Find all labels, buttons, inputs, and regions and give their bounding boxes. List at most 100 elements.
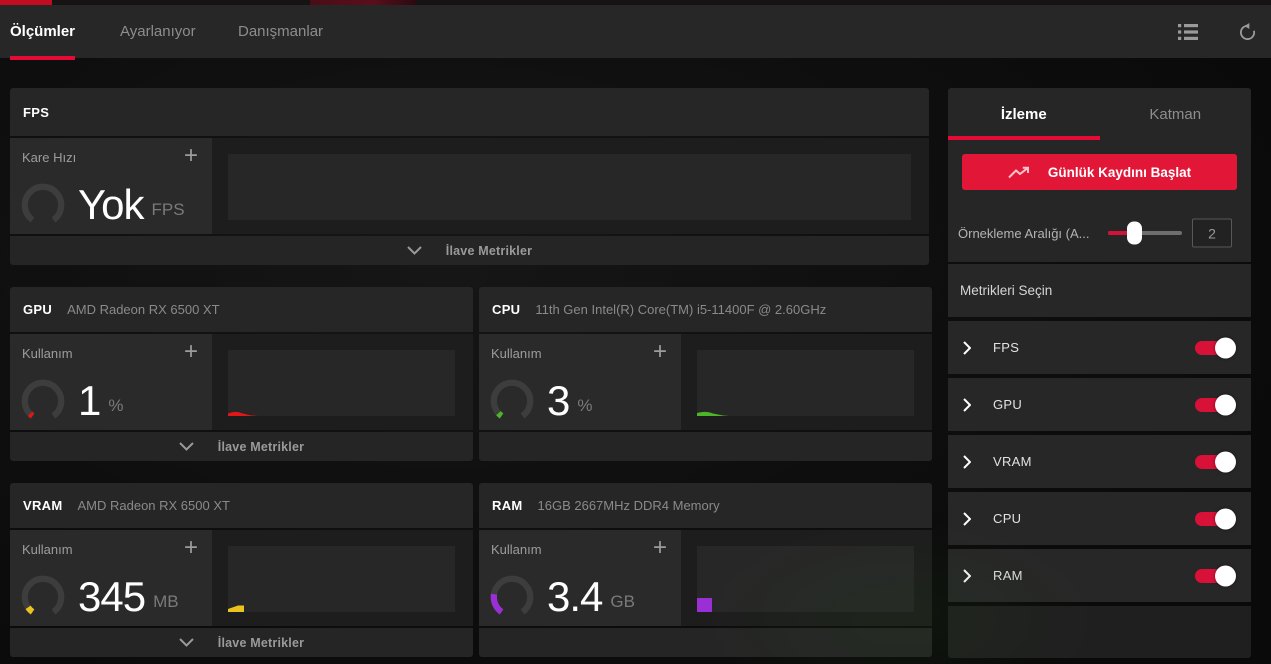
- metric-row-ram[interactable]: RAM: [948, 549, 1251, 602]
- vram-additional-metrics-expander[interactable]: İlave Metrikler: [10, 628, 473, 657]
- fps-section-header: FPS: [10, 88, 929, 136]
- gauge-icon: [490, 379, 534, 419]
- tab-katman[interactable]: Katman: [1149, 105, 1202, 123]
- metric-value: 3: [547, 377, 570, 424]
- metric-row-fps[interactable]: FPS: [948, 321, 1251, 374]
- active-tab-underline: [948, 136, 1100, 140]
- cpu-section-header: CPU 11th Gen Intel(R) Core(TM) i5-11400F…: [479, 287, 932, 332]
- slider-fill: [1108, 231, 1134, 235]
- add-metric-button[interactable]: +: [178, 532, 204, 564]
- fps-additional-metrics-expander[interactable]: İlave Metrikler: [10, 236, 929, 265]
- gauge-icon: [490, 575, 534, 615]
- tab-izleme[interactable]: İzleme: [1000, 105, 1047, 123]
- gpu-usage-tile: Kullanım + 1 %: [10, 334, 212, 430]
- window-top-strip: [0, 0, 1271, 5]
- top-strip-red-segment: [0, 0, 52, 5]
- add-metric-button[interactable]: +: [178, 336, 204, 368]
- gauge-icon: [21, 575, 65, 615]
- gpu-toggle[interactable]: [1195, 394, 1236, 415]
- vram-toggle[interactable]: [1195, 451, 1236, 472]
- frame-rate-tile: Kare Hızı + Yok FPS: [10, 138, 212, 234]
- chevron-right-icon[interactable]: [963, 568, 972, 583]
- metric-row-vram[interactable]: VRAM: [948, 435, 1251, 488]
- metric-row-gpu[interactable]: GPU: [948, 378, 1251, 431]
- add-metric-button[interactable]: +: [647, 532, 673, 564]
- vram-section-header: VRAM AMD Radeon RX 6500 XT: [10, 483, 473, 528]
- metric-label: Kullanım: [491, 542, 542, 557]
- gpu-chart: [228, 350, 455, 416]
- main-navigation-bar: Ölçümler Ayarlanıyor Danışmanlar: [0, 5, 1271, 60]
- chevron-right-icon[interactable]: [963, 397, 972, 412]
- gpu-section-header: GPU AMD Radeon RX 6500 XT: [10, 287, 473, 332]
- start-logging-button[interactable]: Günlük Kaydını Başlat: [962, 154, 1237, 190]
- gauge-icon: [21, 379, 65, 419]
- metric-label: Kare Hızı: [22, 150, 77, 165]
- sampling-interval-row: Örnekleme Aralığı (A... 2: [948, 204, 1251, 262]
- section-description: AMD Radeon RX 6500 XT: [67, 302, 220, 317]
- cpu-chart-region: [681, 334, 932, 430]
- chevron-down-icon: [179, 638, 194, 647]
- section-title: RAM: [492, 498, 523, 513]
- tab-ayarlaniyor[interactable]: Ayarlanıyor: [120, 23, 196, 40]
- cpu-toggle[interactable]: [1195, 508, 1236, 529]
- metric-unit: %: [108, 396, 124, 415]
- tab-olcumler[interactable]: Ölçümler: [10, 5, 76, 60]
- sidebar-filler: [948, 606, 1251, 658]
- metric-label: Kullanım: [22, 542, 73, 557]
- ram-usage-tile: Kullanım + 3.4 GB: [479, 530, 681, 626]
- fps-chart-region: [212, 138, 929, 234]
- sampling-interval-label: Örnekleme Aralığı (A...: [958, 225, 1090, 241]
- metric-row-cpu[interactable]: CPU: [948, 492, 1251, 545]
- ram-chart-region: [681, 530, 932, 626]
- metric-value: 1: [78, 377, 101, 424]
- sampling-interval-value[interactable]: 2: [1192, 218, 1232, 248]
- metric-value: 3.4: [547, 573, 603, 620]
- toggle-knob: [1215, 451, 1236, 472]
- slider-thumb[interactable]: [1127, 221, 1142, 245]
- gpu-card: GPU AMD Radeon RX 6500 XT Kullanım + 1 %: [10, 287, 473, 461]
- gauge-icon: [21, 183, 65, 223]
- fps-chart: [228, 154, 911, 220]
- vram-usage-tile: Kullanım + 345 MB: [10, 530, 212, 626]
- toggle-knob: [1215, 337, 1236, 358]
- gpu-chart-region: [212, 334, 473, 430]
- ram-card: RAM 16GB 2667MHz DDR4 Memory Kullanım + …: [479, 483, 932, 657]
- ram-section-header: RAM 16GB 2667MHz DDR4 Memory: [479, 483, 932, 528]
- cpu-additional-metrics-expander[interactable]: [479, 432, 932, 461]
- section-description: 11th Gen Intel(R) Core(TM) i5-11400F @ 2…: [535, 302, 827, 317]
- gpu-additional-metrics-expander[interactable]: İlave Metrikler: [10, 432, 473, 461]
- fps-card: FPS Kare Hızı + Yok FPS İlave Metrikler: [10, 88, 929, 265]
- section-title: VRAM: [23, 498, 63, 513]
- ram-toggle[interactable]: [1195, 565, 1236, 586]
- section-title: FPS: [23, 104, 50, 120]
- vram-chart-region: [212, 530, 473, 626]
- vram-card: VRAM AMD Radeon RX 6500 XT Kullanım + 34…: [10, 483, 473, 657]
- ram-additional-metrics-expander[interactable]: [479, 628, 932, 657]
- tab-danismanlar[interactable]: Danışmanlar: [238, 23, 324, 40]
- add-metric-button[interactable]: +: [178, 140, 204, 172]
- list-icon[interactable]: [1178, 23, 1198, 40]
- section-title: GPU: [23, 302, 53, 317]
- sidebar-tabs: İzleme Katman: [948, 88, 1251, 140]
- cpu-chart: [697, 350, 914, 416]
- cpu-card: CPU 11th Gen Intel(R) Core(TM) i5-11400F…: [479, 287, 932, 461]
- metric-value: 345: [78, 573, 146, 620]
- sampling-interval-slider[interactable]: [1108, 221, 1182, 245]
- reset-icon[interactable]: [1238, 22, 1257, 41]
- add-metric-button[interactable]: +: [647, 336, 673, 368]
- chevron-down-icon: [179, 442, 194, 451]
- metric-label: Kullanım: [491, 346, 542, 361]
- toggle-knob: [1215, 508, 1236, 529]
- chevron-right-icon[interactable]: [963, 511, 972, 526]
- ram-chart: [697, 546, 914, 612]
- metric-value: Yok: [78, 181, 145, 228]
- vram-chart: [228, 546, 455, 612]
- chevron-right-icon[interactable]: [963, 340, 972, 355]
- toggle-knob: [1215, 394, 1236, 415]
- fps-toggle[interactable]: [1195, 337, 1236, 358]
- trending-up-icon: [1008, 166, 1029, 178]
- chevron-right-icon[interactable]: [963, 454, 972, 469]
- toggle-knob: [1215, 565, 1236, 586]
- tracking-sidebar: İzleme Katman Günlük Kaydını Başlat Örne…: [948, 88, 1251, 664]
